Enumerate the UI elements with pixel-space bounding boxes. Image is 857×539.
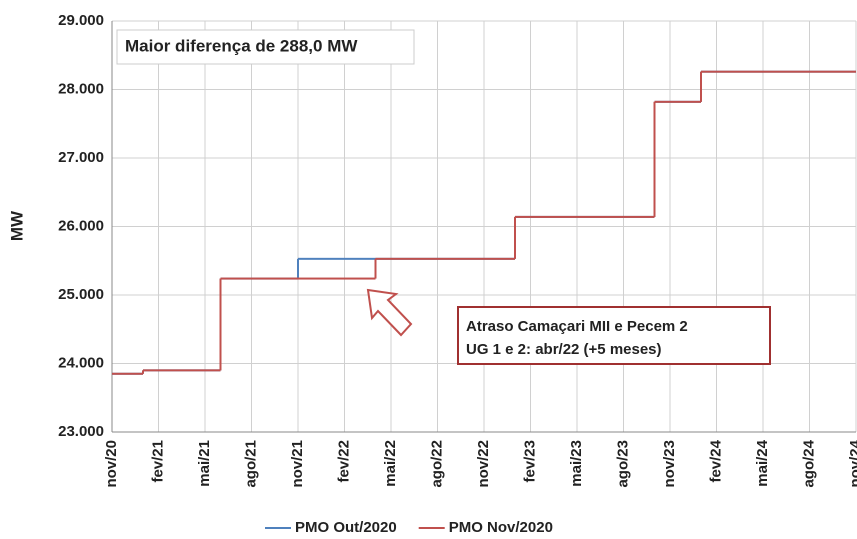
x-tick-label: nov/23	[661, 440, 678, 488]
y-tick-label: 29.000	[58, 12, 104, 29]
y-axis-label: MW	[7, 210, 26, 241]
x-tick-label: ago/21	[242, 440, 259, 488]
y-tick-label: 26.000	[58, 217, 104, 234]
annotation-line: UG 1 e 2: abr/22 (+5 meses)	[466, 341, 662, 358]
x-tick-label: nov/22	[475, 440, 492, 488]
x-tick-label: mai/23	[568, 440, 585, 487]
legend-label: PMO Out/2020	[295, 519, 397, 536]
y-tick-label: 28.000	[58, 80, 104, 97]
x-tick-label: mai/24	[754, 439, 771, 486]
y-tick-label: 23.000	[58, 423, 104, 440]
x-tick-label: nov/24	[847, 439, 857, 487]
x-tick-label: fev/24	[707, 439, 724, 482]
annotation-box	[457, 306, 771, 365]
x-tick-label: fev/22	[335, 440, 352, 483]
annotation-line: Atraso Camaçari MII e Pecem 2	[466, 318, 688, 335]
arrow	[366, 288, 413, 337]
title-box	[116, 29, 415, 65]
y-tick-label: 25.000	[58, 286, 104, 303]
x-tick-label: ago/23	[614, 440, 631, 488]
x-tick-label: fev/23	[521, 440, 538, 483]
x-tick-label: nov/20	[103, 440, 120, 488]
x-tick-label: nov/21	[289, 440, 306, 488]
chart-title: Maior diferença de 288,0 MW	[125, 36, 358, 55]
x-tick-label: mai/21	[196, 440, 213, 487]
x-tick-label: ago/24	[800, 439, 817, 487]
y-tick-label: 24.000	[58, 354, 104, 371]
x-tick-label: fev/21	[149, 440, 166, 483]
y-tick-label: 27.000	[58, 149, 104, 166]
x-tick-label: ago/22	[428, 440, 445, 488]
legend-label: PMO Nov/2020	[449, 519, 553, 536]
x-tick-label: mai/22	[382, 440, 399, 487]
series	[112, 70, 856, 375]
